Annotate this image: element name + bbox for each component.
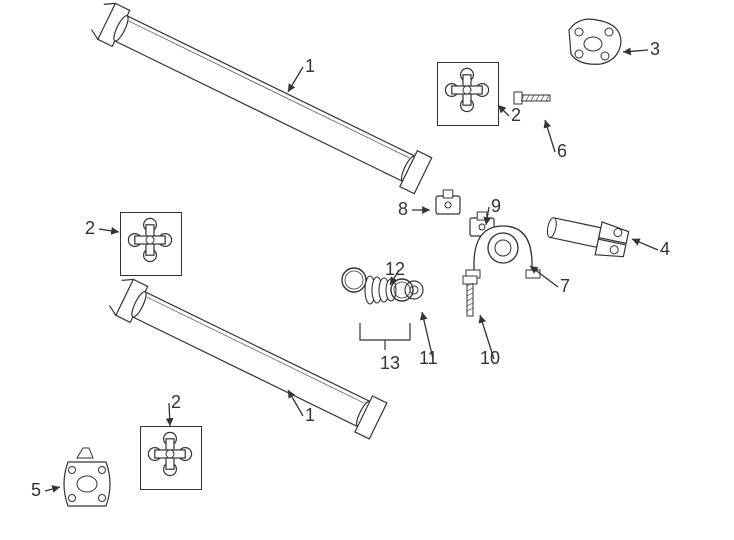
callout-c2a: 2 [511,105,521,126]
callout-c12: 12 [385,259,405,280]
diagram-stage: 12368947121011132125 [0,0,734,540]
callout-c3: 3 [650,39,660,60]
callout-c6: 6 [557,141,567,162]
callout-c2c: 2 [171,392,181,413]
callout-c1a: 1 [305,56,315,77]
callout-c1b: 1 [305,405,315,426]
callout-c11: 11 [419,348,438,369]
callout-c4: 4 [660,239,670,260]
callout-c8: 8 [398,199,408,220]
part-box [120,212,182,276]
callout-c10: 10 [480,348,500,369]
callout-c5: 5 [31,480,41,501]
part-box [437,62,499,126]
callout-c2b: 2 [85,218,95,239]
callout-c13: 13 [380,353,400,374]
callout-c9: 9 [491,196,501,217]
parts-illustration [0,0,734,540]
callout-c7: 7 [560,276,570,297]
part-box [140,426,202,490]
